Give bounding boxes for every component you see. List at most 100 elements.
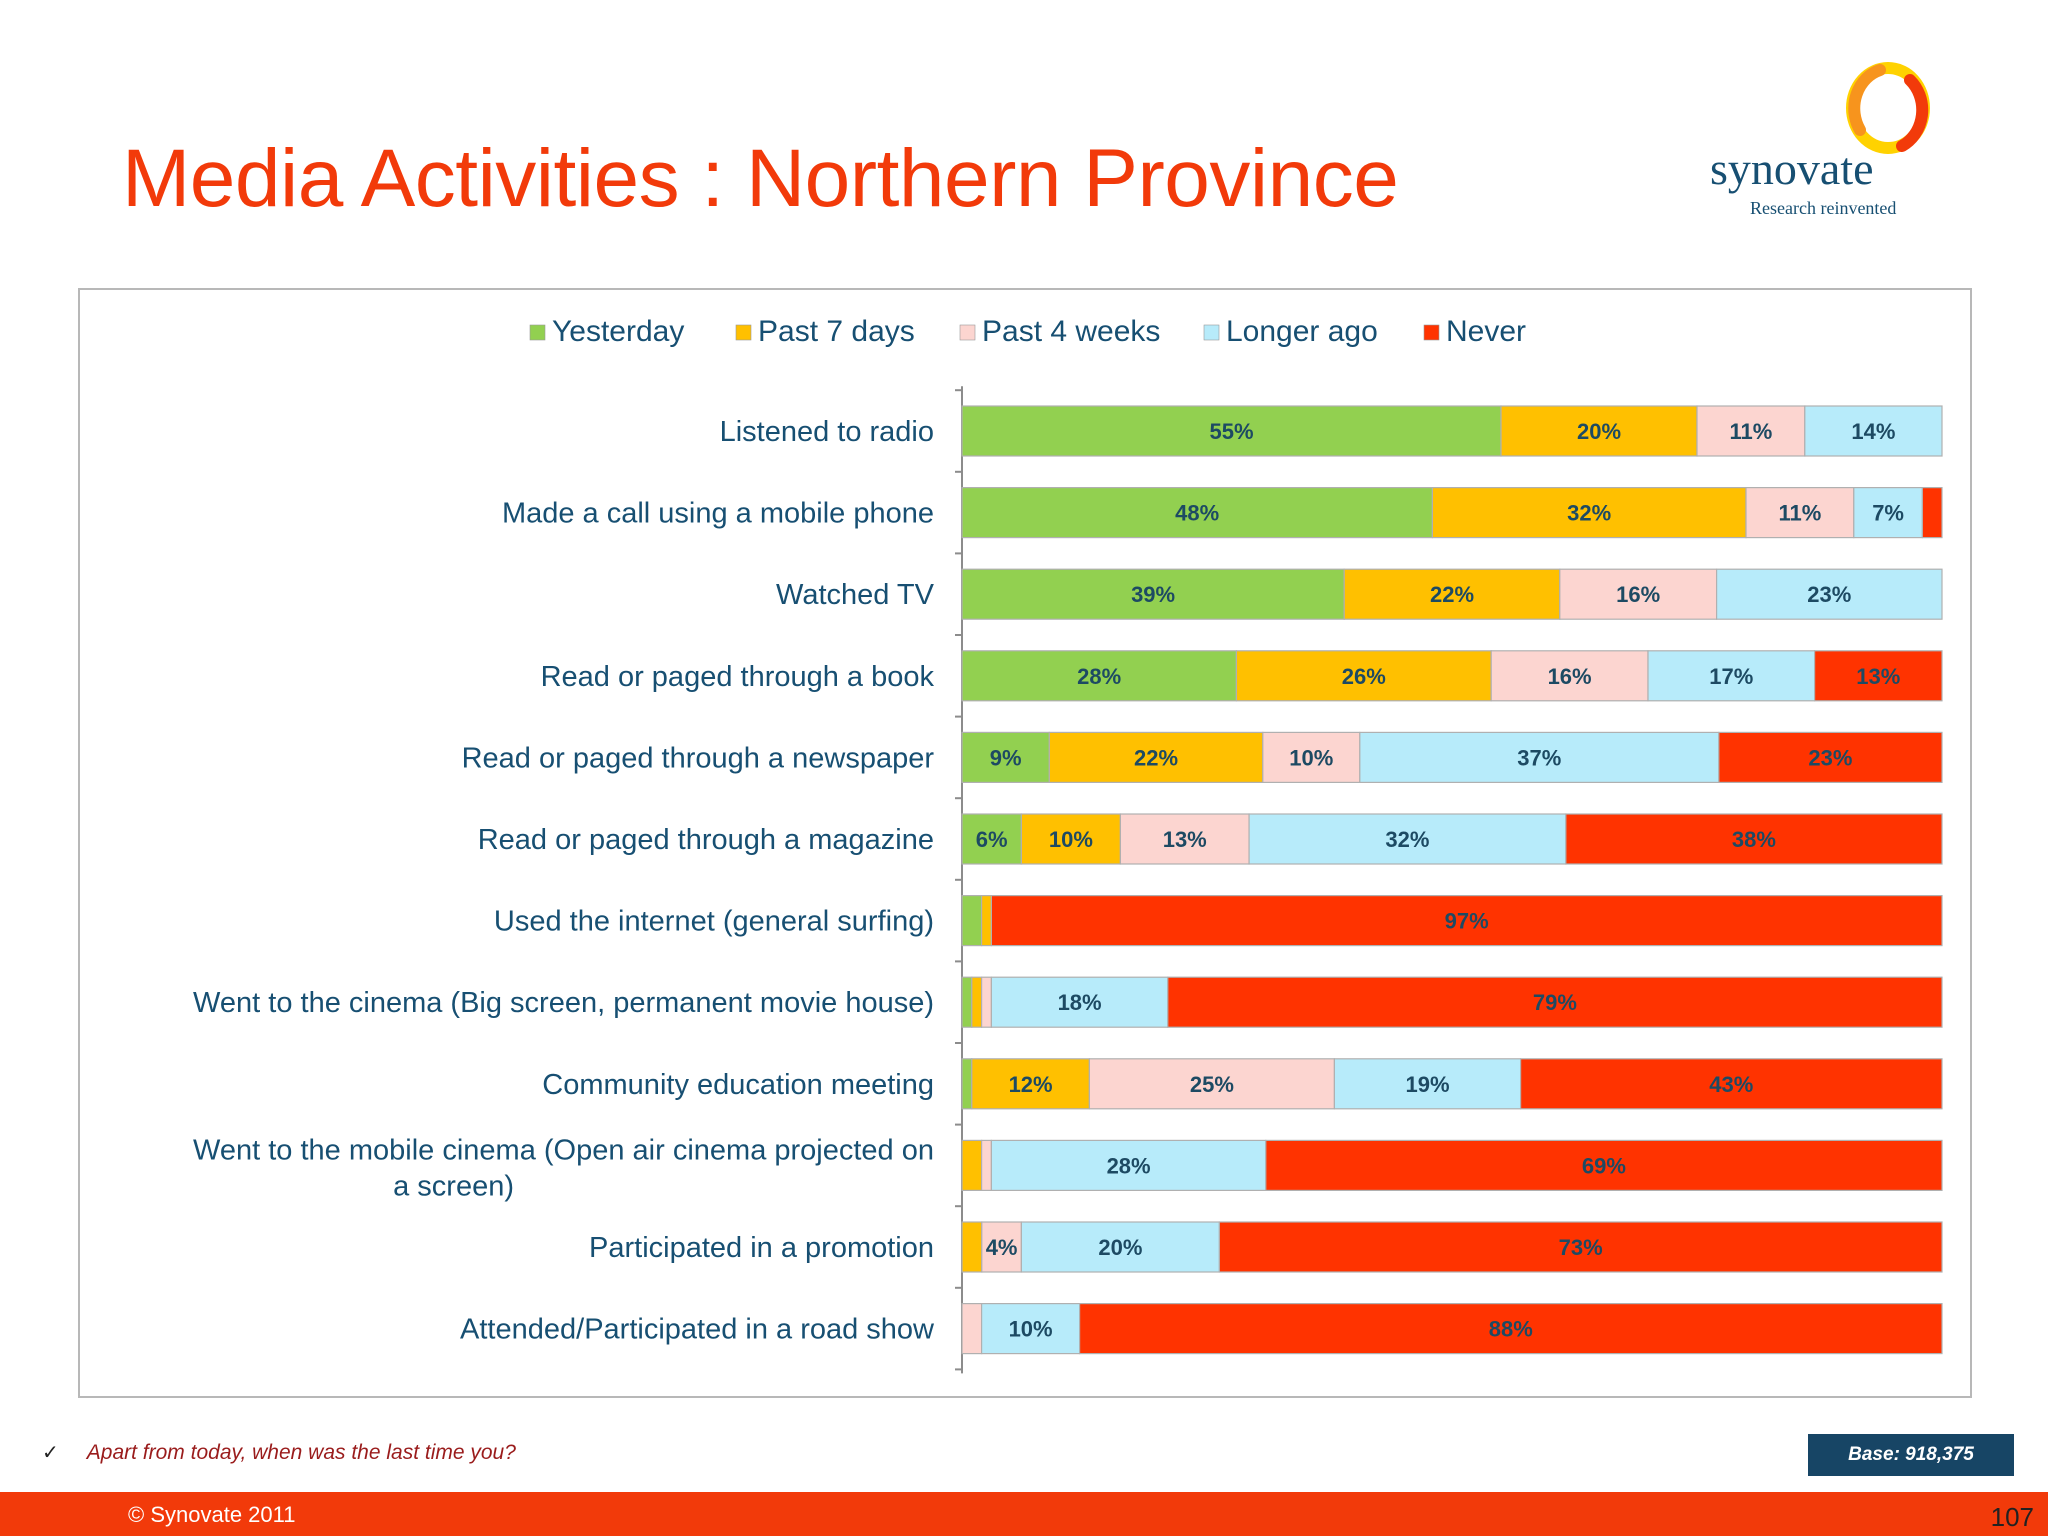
bar-segment-past-7-days [961, 1221, 983, 1273]
base-badge: Base: 918,375 [1808, 1434, 2014, 1476]
legend-label-yesterday: Yesterday [552, 315, 684, 348]
bar-segment-yesterday [961, 1058, 973, 1110]
bar-segment-longer-ago [1715, 568, 1943, 620]
legend-swatch-longer-ago [1203, 324, 1220, 341]
data-label: 32% [1567, 501, 1611, 526]
data-label: 16% [1616, 582, 1660, 607]
data-label: 6% [976, 827, 1008, 852]
bar-segment-past-4-weeks [1119, 813, 1250, 865]
data-label: 37% [1517, 745, 1561, 770]
bar-segment-yesterday [961, 650, 1237, 702]
data-label: 28% [1077, 664, 1121, 689]
data-label: 43% [1709, 1072, 1753, 1097]
bar-segment-never [1167, 976, 1943, 1028]
data-label: 4% [986, 1235, 1018, 1260]
category-label: Went to the mobile cinema (Open air cine… [193, 1134, 934, 1202]
data-label: 13% [1163, 827, 1207, 852]
bar-segment-longer-ago [1333, 1058, 1522, 1110]
footer-bar: © Synovate 2011 107 [0, 1492, 2048, 1536]
category-label: Used the internet (general surfing) [494, 906, 934, 938]
bar-segment-never [1921, 487, 1943, 539]
data-label: 26% [1342, 664, 1386, 689]
stacked-bar-chart: Yesterday Past 7 days Past 4 weeks Longer a… [193, 315, 1943, 1374]
legend-label-longer-ago: Longer ago [1226, 315, 1378, 348]
bar-segment-yesterday [961, 976, 973, 1028]
synovate-ring-icon [1846, 62, 1930, 154]
bar-segment-past-7-days [1500, 405, 1698, 457]
legend-swatch-past-4-weeks [959, 324, 976, 341]
data-label: 12% [1009, 1072, 1053, 1097]
legend-swatch-past-7-days [735, 324, 752, 341]
page-title: Media Activities : Northern Province [122, 133, 1399, 224]
data-label: 10% [1049, 827, 1093, 852]
category-label: Attended/Participated in a road show [460, 1314, 935, 1346]
data-label: 11% [1729, 419, 1772, 444]
bar-segment-past-7-days [1343, 568, 1561, 620]
category-label: Made a call using a mobile phone [502, 498, 934, 530]
bar-segment-never [1718, 731, 1943, 783]
bar-segment-yesterday [961, 731, 1050, 783]
data-label: 39% [1131, 582, 1175, 607]
data-label: 22% [1430, 582, 1474, 607]
data-label: 23% [1807, 582, 1851, 607]
category-label: Community education meeting [542, 1069, 934, 1101]
data-label: 73% [1559, 1235, 1603, 1260]
bar-segment-past-7-days [961, 1139, 983, 1192]
bar-segment-never [1813, 650, 1943, 702]
chart-frame: Yesterday Past 7 days Past 4 weeks Longer a… [78, 288, 1972, 1398]
data-label: 97% [1445, 909, 1489, 934]
data-label: 88% [1489, 1317, 1533, 1342]
category-label: Read or paged through a newspaper [462, 742, 935, 774]
category-label: Read or paged through a magazine [478, 824, 934, 856]
category-label: Watched TV [776, 579, 935, 611]
bar-segment-longer-ago [1647, 650, 1816, 702]
checkmark-icon: ✓ [42, 1442, 59, 1464]
data-label: 13% [1856, 664, 1900, 689]
bar-segment-never [1078, 1302, 1943, 1355]
data-label: 38% [1732, 827, 1776, 852]
bar-segment-past-7-days [971, 1058, 1090, 1110]
bar-segment-past-4-weeks [980, 1139, 992, 1192]
bar-segment-past-7-days [1235, 650, 1492, 702]
footnote-text: Apart from today, when was the last time… [86, 1441, 516, 1464]
bar-segment-never [1565, 813, 1943, 865]
data-label: 19% [1405, 1072, 1449, 1097]
bar-segment-past-7-days [1020, 813, 1121, 865]
bar-segment-yesterday [961, 487, 1433, 539]
data-label: 9% [990, 745, 1022, 770]
data-label: 20% [1098, 1235, 1142, 1260]
bar-segment-past-7-days [1048, 731, 1264, 783]
data-label: 10% [1009, 1317, 1053, 1342]
data-label: 32% [1385, 827, 1429, 852]
bar-segment-longer-ago [990, 1139, 1267, 1192]
bar-segment-longer-ago [1359, 731, 1720, 783]
data-label: 11% [1778, 501, 1821, 526]
data-label: 23% [1808, 745, 1852, 770]
bar-segment-past-7-days [1431, 487, 1747, 539]
data-label: 79% [1533, 990, 1577, 1015]
data-label: 7% [1872, 501, 1904, 526]
data-label: 22% [1134, 745, 1178, 770]
legend-swatch-yesterday [529, 324, 546, 341]
category-label: Listened to radio [720, 416, 934, 448]
logo-wordmark: synovate [1710, 143, 1874, 194]
page-number: 107 [1990, 1502, 2034, 1532]
category-label: Read or paged through a book [541, 661, 935, 693]
footnote: ✓ Apart from today, when was the last tim… [42, 1440, 516, 1465]
bar-segment-never [990, 894, 1943, 947]
bar-segment-past-7-days [980, 894, 992, 947]
data-label: 14% [1851, 419, 1895, 444]
data-label: 48% [1175, 501, 1219, 526]
data-label: 18% [1058, 990, 1102, 1015]
legend-label-past-4-weeks: Past 4 weeks [982, 315, 1160, 348]
legend-swatch-never [1423, 324, 1440, 341]
category-label: Went to the cinema (Big screen, permanen… [193, 987, 934, 1019]
data-label: 25% [1190, 1072, 1234, 1097]
bar-segment-past-4-weeks [961, 1302, 983, 1355]
bar-segment-past-4-weeks [1696, 405, 1806, 457]
synovate-logo: synovate Research reinvented [1700, 60, 1940, 230]
data-label: 55% [1209, 419, 1253, 444]
bar-segment-past-4-weeks [1490, 650, 1649, 702]
bar-segment-past-4-weeks [980, 976, 992, 1028]
